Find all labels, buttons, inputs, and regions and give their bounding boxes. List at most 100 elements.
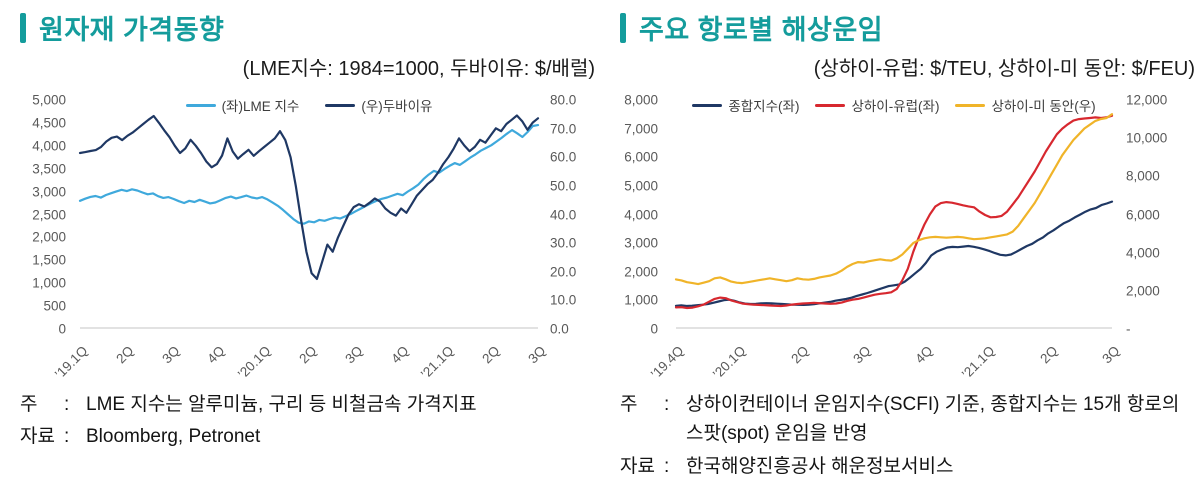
y-axis-right: 12,000 10,000 8,000 6,000 4,000 2,000 - — [1118, 93, 1190, 337]
note-row: 주 : 상하이컨테이너 운임지수(SCFI) 기준, 종합지수는 15개 항로의… — [620, 390, 1194, 449]
y-axis-tick-left: 3,000 — [624, 235, 658, 251]
footnotes: 주 : LME 지수는 알루미늄, 구리 등 비철금속 가격지표 자료 : Bl… — [20, 390, 594, 455]
commodity-price-chart: 5,000 4,500 4,000 3,500 3,000 2,500 2,000 1,500… — [0, 93, 600, 382]
source-colon: : — [664, 455, 670, 477]
y-axis-tick-right: 60.0 — [550, 149, 577, 165]
title-accent-bar — [20, 13, 26, 43]
x-axis-label: 2Q — [787, 343, 812, 367]
legend-line-marker — [692, 103, 723, 107]
x-axis-label: 3Q — [525, 343, 549, 367]
y-axis-tick-right: 30.0 — [550, 235, 577, 251]
plot-area: (좌)LME 지수 (우)두바이유 — [78, 99, 540, 329]
legend-line-marker — [955, 103, 986, 107]
y-axis-tick-left: 3,000 — [32, 184, 66, 200]
y-axis-tick-right: - — [1126, 321, 1131, 337]
y-axis-right: 80.0 70.0 60.0 50.0 40.0 30.0 20.0 10.0 0.0 — [542, 93, 594, 337]
y-axis-left: 5,000 4,500 4,000 3,500 3,000 2,500 2,000 1,500… — [16, 93, 72, 337]
y-axis-tick-left: 4,000 — [32, 138, 66, 154]
y-axis-tick-right: 8,000 — [1126, 168, 1160, 184]
y-axis-tick-left: 4,000 — [624, 207, 658, 222]
note-colon: : — [664, 394, 670, 415]
y-axis-tick-left: 8,000 — [624, 92, 658, 108]
x-axis-label: 4Q — [387, 343, 412, 367]
y-axis-tick-left: 2,000 — [624, 264, 658, 280]
x-axis-label: ’21.1Q — [418, 343, 457, 382]
y-axis-tick-left: 2,500 — [32, 207, 66, 222]
legend-label: 상하이-미 동안(우) — [991, 99, 1096, 114]
legend-item: (좌)LME 지수 — [185, 95, 299, 115]
legend-item: 종합지수(좌) — [692, 95, 799, 115]
chart-units-subtitle: (LME지수: 1984=1000, 두바이유: $/배럴) — [242, 58, 595, 80]
y-axis-tick-left: 5,000 — [624, 178, 658, 194]
series-line — [674, 113, 1114, 286]
x-axis-label: 2Q — [296, 343, 320, 367]
legend-item: (우)두바이유 — [325, 95, 432, 115]
y-axis-tick-right: 2,000 — [1126, 283, 1160, 299]
freight-rate-chart: 8,000 7,000 6,000 5,000 4,000 3,000 2,000 1,000… — [600, 93, 1200, 382]
x-axis-label: ’20.1Q — [235, 343, 274, 382]
y-axis-tick-right: 80.0 — [550, 92, 577, 108]
y-axis-tick-right: 50.0 — [550, 178, 577, 194]
x-axis-label: 2Q — [479, 343, 503, 367]
series-line — [78, 124, 540, 225]
note-text: LME 지수는 알루미늄, 구리 등 비철금속 가격지표 — [86, 394, 477, 415]
x-axis-label: ’19.1Q — [51, 343, 91, 382]
panel-title-row: 주요 항로별 해상운임 — [620, 8, 883, 47]
y-axis-tick-left: 1,500 — [32, 252, 66, 268]
y-axis-tick-left: 500 — [43, 298, 66, 314]
y-axis-tick-left: 3,500 — [32, 161, 66, 177]
y-axis-tick-left: 7,000 — [624, 121, 658, 137]
legend-item: 상하이-미 동안(우) — [955, 95, 1096, 115]
source-text: Bloomberg, Petronet — [86, 426, 261, 448]
legend-label: 종합지수(좌) — [728, 99, 800, 114]
legend-label: (우)두바이유 — [361, 99, 433, 114]
page-title: 원자재 가격동향 — [39, 15, 225, 45]
x-axis-label: 2Q — [1036, 343, 1061, 367]
x-axis-label: 3Q — [850, 343, 874, 367]
y-axis-tick-left: 4,500 — [32, 115, 66, 131]
x-axis-label: ’20.1Q — [710, 343, 749, 382]
note-label: 주 — [620, 394, 638, 415]
x-axis-label: ’21.1Q — [959, 343, 999, 382]
x-axis-label: 3Q — [158, 343, 183, 367]
legend-line-marker — [815, 103, 846, 107]
source-row: 자료 : 한국해양진흥공사 해운정보서비스 — [620, 452, 1194, 481]
y-axis-tick-right: 12,000 — [1126, 92, 1168, 108]
y-axis-tick-right: 20.0 — [550, 264, 577, 280]
legend-label: 상하이-유럽(좌) — [851, 99, 940, 114]
x-axis-label: ’19.4Q — [647, 343, 687, 382]
y-axis-tick-left: 6,000 — [624, 149, 658, 165]
chart-legend: 종합지수(좌) 상하이-유럽(좌) 상하이-미 동안(우) — [676, 95, 1112, 115]
x-axis-label: 3Q — [1099, 343, 1123, 367]
panel-commodity-prices: 원자재 가격동향 (LME지수: 1984=1000, 두바이유: $/배럴) … — [0, 8, 600, 455]
series-line — [78, 114, 540, 280]
source-label: 자료 — [620, 455, 655, 477]
x-axis-label: 4Q — [912, 343, 936, 367]
y-axis-tick-left: 0 — [58, 321, 66, 337]
note-text: 상하이컨테이너 운임지수(SCFI) 기준, 종합지수는 15개 항로의 스팟(… — [686, 394, 1180, 445]
source-text: 한국해양진흥공사 해운정보서비스 — [686, 455, 954, 477]
y-axis-left: 8,000 7,000 6,000 5,000 4,000 3,000 2,000 1,000… — [608, 93, 664, 337]
page-title: 주요 항로별 해상운임 — [639, 15, 884, 45]
panel-shipping-freight: 주요 항로별 해상운임 (상하이-유럽: $/TEU, 상하이-미 동안: $/… — [600, 0, 1200, 495]
legend-line-marker — [185, 103, 216, 107]
plot-svg — [674, 113, 1114, 329]
source-row: 자료 : Bloomberg, Petronet — [20, 422, 594, 451]
note-row: 주 : LME 지수는 알루미늄, 구리 등 비철금속 가격지표 — [20, 390, 594, 419]
y-axis-tick-left: 5,000 — [32, 92, 66, 108]
legend-item: 상하이-유럽(좌) — [815, 95, 939, 115]
note-colon: : — [64, 394, 70, 415]
chart-units-subtitle: (상하이-유럽: $/TEU, 상하이-미 동안: $/FEU) — [813, 58, 1195, 80]
y-axis-tick-right: 4,000 — [1126, 245, 1160, 261]
y-axis-tick-left: 0 — [650, 321, 658, 337]
source-label: 자료 — [20, 426, 55, 448]
x-axis: ’19.4Q ’20.1Q 2Q 3Q 4Q ’21.1Q 2Q 3Q — [648, 333, 1123, 393]
source-colon: : — [64, 426, 70, 448]
y-axis-tick-left: 1,000 — [624, 292, 658, 308]
y-axis-tick-left: 1,000 — [32, 275, 66, 291]
x-axis-label: 2Q — [113, 343, 137, 367]
plot-area: 종합지수(좌) 상하이-유럽(좌) 상하이-미 동안(우) — [674, 99, 1114, 329]
x-axis-label: 3Q — [342, 343, 366, 367]
panel-title-row: 원자재 가격동향 — [20, 8, 224, 47]
chart-legend: (좌)LME 지수 (우)두바이유 — [80, 95, 538, 115]
